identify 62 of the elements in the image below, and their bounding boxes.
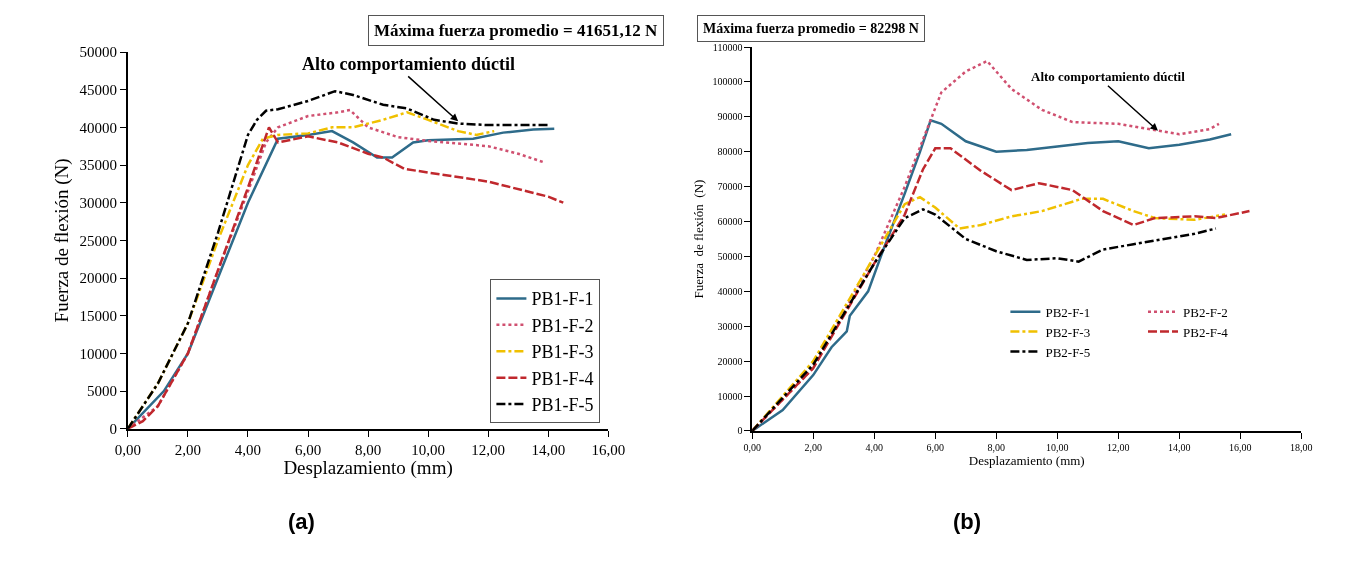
y-tick-label: 45000 [79, 81, 118, 98]
x-tick-label: 8,00 [354, 441, 382, 458]
y-tick-label: 40000 [79, 119, 118, 136]
legend-label: PB1-F-2 [531, 315, 594, 336]
y-tick-label: 15000 [79, 307, 118, 324]
y-tick-label: 70000 [717, 181, 743, 193]
x-axis-title: Desplazamiento (mm) [283, 457, 453, 480]
y-tick-label: 50000 [717, 250, 743, 262]
x-tick-label: 12,00 [1107, 441, 1130, 453]
y-tick-label: 0 [737, 425, 743, 437]
y-tick-label: 10000 [717, 390, 743, 402]
x-tick-label: 6,00 [926, 441, 944, 453]
y-axis-title: Fuerza de flexión (N) [690, 179, 706, 299]
x-tick-label: 0,00 [743, 441, 761, 453]
y-tick-label: 30000 [79, 194, 118, 211]
legend-label: PB1-F-3 [531, 342, 594, 363]
y-tick-label: 0 [109, 421, 118, 437]
y-tick-label: 35000 [79, 157, 118, 174]
x-tick-label: 8,00 [987, 441, 1005, 453]
legend-label: PB2-F-5 [1045, 344, 1091, 360]
y-tick-label: 60000 [717, 216, 743, 228]
x-tick-label: 12,00 [471, 441, 506, 458]
legend-label: PB1-F-1 [531, 289, 594, 310]
y-tick-label: 40000 [717, 285, 743, 297]
legend-label: PB1-F-5 [531, 395, 594, 416]
y-tick-label: 50000 [79, 44, 118, 61]
x-tick-label: 4,00 [865, 441, 883, 453]
y-tick-label: 10000 [79, 345, 118, 362]
x-tick-label: 2,00 [174, 441, 202, 458]
y-tick-label: 30000 [717, 320, 743, 332]
legend-label: PB2-F-3 [1045, 324, 1091, 340]
y-tick-label: 20000 [717, 355, 743, 367]
y-tick-label: 110000 [712, 41, 743, 53]
x-tick-label: 2,00 [804, 441, 822, 453]
legend-label: PB1-F-4 [531, 368, 594, 389]
y-tick-label: 5000 [87, 383, 118, 400]
annotation: Alto comportamiento dúctil [302, 54, 515, 74]
y-tick-label: 80000 [717, 146, 743, 158]
x-tick-label: 18,00 [1290, 441, 1313, 453]
x-tick-label: 14,00 [531, 441, 566, 458]
y-tick-label: 90000 [717, 111, 743, 123]
x-axis-title: Desplazamiento (mm) [968, 452, 1085, 468]
x-tick-label: 10,00 [411, 441, 446, 458]
annotation: Alto comportamiento dúctil [1031, 69, 1186, 84]
legend-label: PB2-F-1 [1045, 304, 1091, 320]
chart-title: Máxima fuerza promedio = 41651,12 N [374, 21, 658, 40]
x-tick-label: 16,00 [1229, 441, 1252, 453]
y-axis-title: Fuerza de flexión (N) [50, 158, 73, 323]
y-tick-label: 20000 [79, 270, 118, 287]
y-tick-label: 25000 [79, 232, 118, 249]
y-tick-label: 100000 [712, 76, 743, 88]
x-tick-label: 4,00 [234, 441, 262, 458]
text: (b) [953, 509, 982, 534]
x-tick-label: 6,00 [294, 441, 322, 458]
x-tick-label: 14,00 [1168, 441, 1191, 453]
x-tick-label: 16,00 [591, 441, 626, 458]
chart-title: Máxima fuerza promedio = 82298 N [703, 21, 919, 36]
legend-label: PB2-F-4 [1183, 324, 1229, 340]
legend-label: PB2-F-2 [1183, 304, 1228, 320]
x-tick-label: 10,00 [1046, 441, 1069, 453]
x-tick-label: 0,00 [114, 441, 141, 458]
text: (a) [288, 509, 315, 534]
